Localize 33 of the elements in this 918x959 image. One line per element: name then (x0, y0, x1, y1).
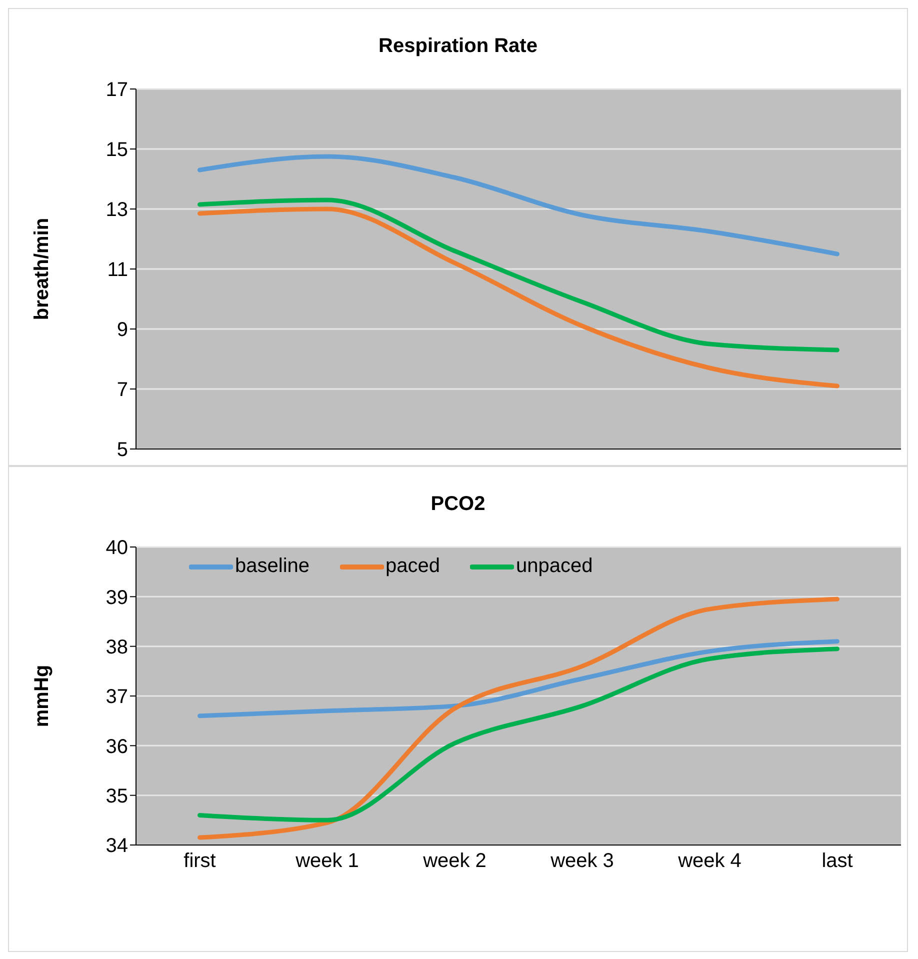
line-series (198, 646, 840, 822)
y-tick-label: 9 (116, 319, 128, 342)
x-tick-label: first (184, 850, 216, 872)
y-tick-label: 11 (107, 259, 128, 282)
y-tick-label: 15 (106, 139, 128, 162)
x-tick-label: week 3 (550, 850, 614, 872)
y-tick-label: 34 (106, 835, 128, 858)
y-tick-label: 36 (106, 736, 128, 758)
y-axis-title: breath/min (31, 218, 54, 320)
y-tick-label: 38 (106, 636, 128, 658)
line-series (198, 198, 840, 352)
legend-label: baseline (235, 555, 310, 578)
line-series (198, 206, 840, 388)
y-tick-label: 5 (116, 439, 128, 462)
y-axis-title: mmHg (31, 664, 54, 728)
x-tick-label: week 4 (677, 850, 742, 872)
line-series (198, 596, 840, 840)
x-tick-label: last (822, 850, 854, 872)
y-tick-label: 35 (106, 785, 128, 808)
legend-label: unpaced (516, 555, 593, 578)
y-tick-label: 17 (106, 79, 128, 102)
y-tick-label: 13 (106, 199, 128, 222)
y-tick-label: 39 (106, 586, 128, 609)
chart-title: PCO2 (430, 493, 486, 516)
line-series (198, 154, 840, 256)
legend-label: paced (386, 555, 440, 578)
x-tick-label: week 1 (294, 850, 359, 872)
y-tick-label: 37 (106, 686, 128, 708)
x-tick-label: week 2 (422, 850, 486, 872)
y-tick-label: 40 (106, 537, 128, 560)
y-tick-label: 7 (116, 379, 128, 402)
chart-title: Respiration Rate (378, 35, 538, 58)
line-series (198, 639, 840, 718)
